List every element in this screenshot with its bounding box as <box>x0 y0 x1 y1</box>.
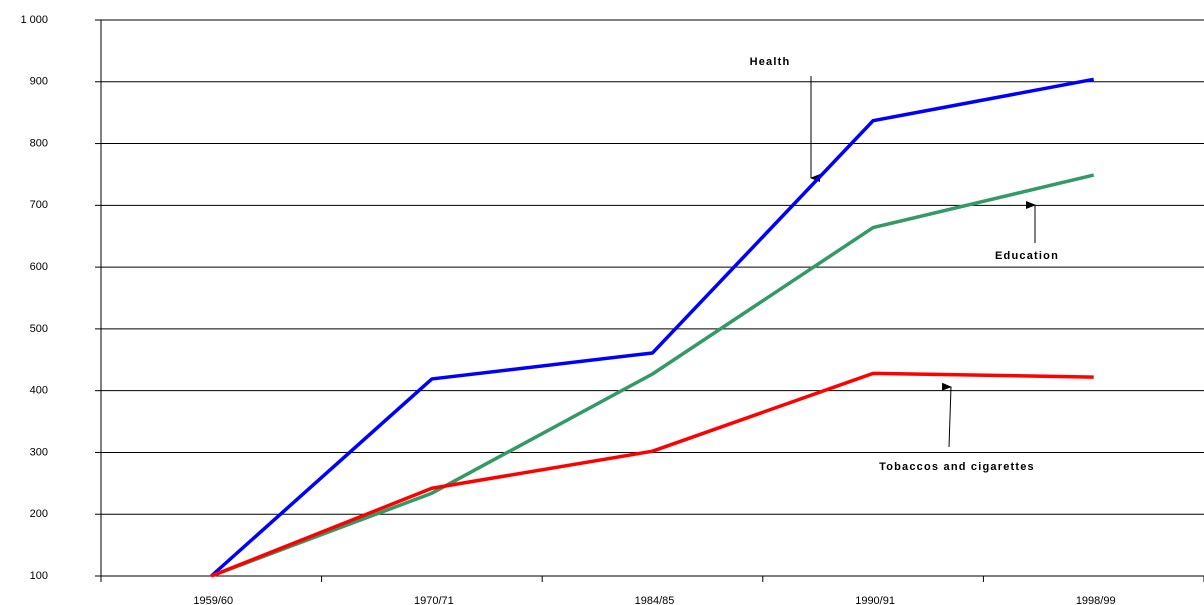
series-line <box>210 173 1095 578</box>
x-tick-label: 1998/99 <box>1076 595 1116 605</box>
y-tick-label: 1 000 <box>20 14 48 26</box>
x-tick-label: 1990/91 <box>855 595 895 605</box>
x-tick-label: 1970/71 <box>414 595 454 605</box>
x-tick-label: 1959/60 <box>193 595 233 605</box>
series-label: Health <box>750 56 791 68</box>
arrow <box>941 382 952 448</box>
y-tick-label: 500 <box>30 323 48 335</box>
y-tick-label: 600 <box>30 261 48 273</box>
y-tick-label: 400 <box>30 385 48 397</box>
series-line <box>210 371 1094 578</box>
y-tick-label: 700 <box>30 199 48 211</box>
series-line <box>210 77 1095 578</box>
annotation-arrows <box>810 76 1036 448</box>
series-label: Education <box>995 250 1059 262</box>
y-tick-label: 800 <box>30 137 48 149</box>
y-tick-label: 100 <box>30 570 48 582</box>
y-tick-label: 300 <box>30 446 48 458</box>
y-tick-label: 200 <box>30 508 48 520</box>
series-label: Tobaccos and cigarettes <box>879 461 1035 473</box>
y-tick-label: 900 <box>30 76 48 88</box>
x-tick-label: 1984/85 <box>635 595 675 605</box>
